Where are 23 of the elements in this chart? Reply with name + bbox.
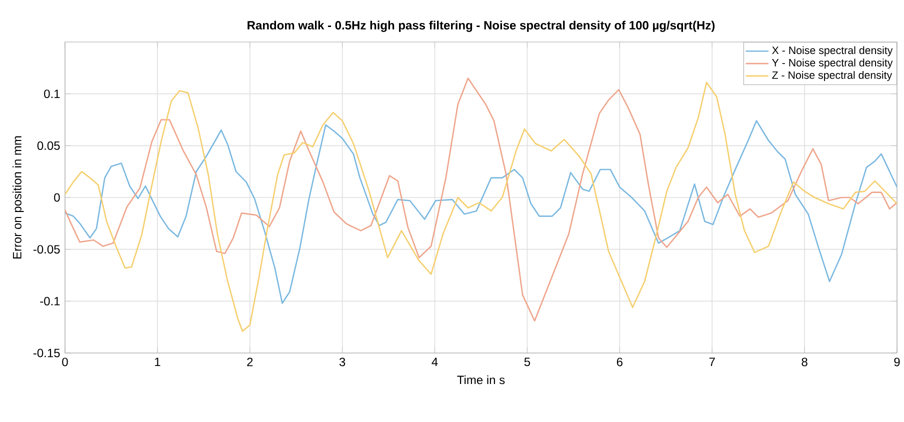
x-tick-label: 9 (894, 358, 900, 366)
x-tick-label: 7 (709, 358, 715, 366)
legend-label: X - Noise spectral density (772, 46, 893, 56)
x-tick-label: 2 (247, 358, 253, 366)
y-tick-label: 0 (54, 193, 60, 202)
line-series (65, 120, 897, 304)
y-tick-label: -0.05 (33, 245, 60, 254)
x-axis-title: Time in s (457, 375, 505, 384)
x-tick-label: 0 (62, 358, 68, 366)
y-tick-label: 0.1 (44, 90, 60, 98)
y-tick-label: 0.05 (37, 141, 60, 150)
x-tick-label: 6 (616, 358, 622, 366)
legend-label: Z - Noise spectral density (772, 71, 892, 81)
y-tick-label: -0.1 (40, 296, 60, 306)
x-tick-label: 8 (802, 358, 808, 366)
x-tick-label: 5 (524, 358, 530, 366)
y-tick-label: -0.15 (33, 348, 60, 358)
y-axis-title: Error on position in mm (12, 136, 24, 259)
chart-title: Random walk - 0.5Hz high pass filtering - Noise spectral density of 100 µg/sqrt(Hz) (248, 20, 715, 32)
x-tick-label: 3 (339, 358, 346, 366)
x-tick-label: 1 (155, 358, 160, 366)
x-tick-label: 4 (432, 358, 438, 366)
legend-label: Y - Noise spectral density (772, 58, 893, 69)
